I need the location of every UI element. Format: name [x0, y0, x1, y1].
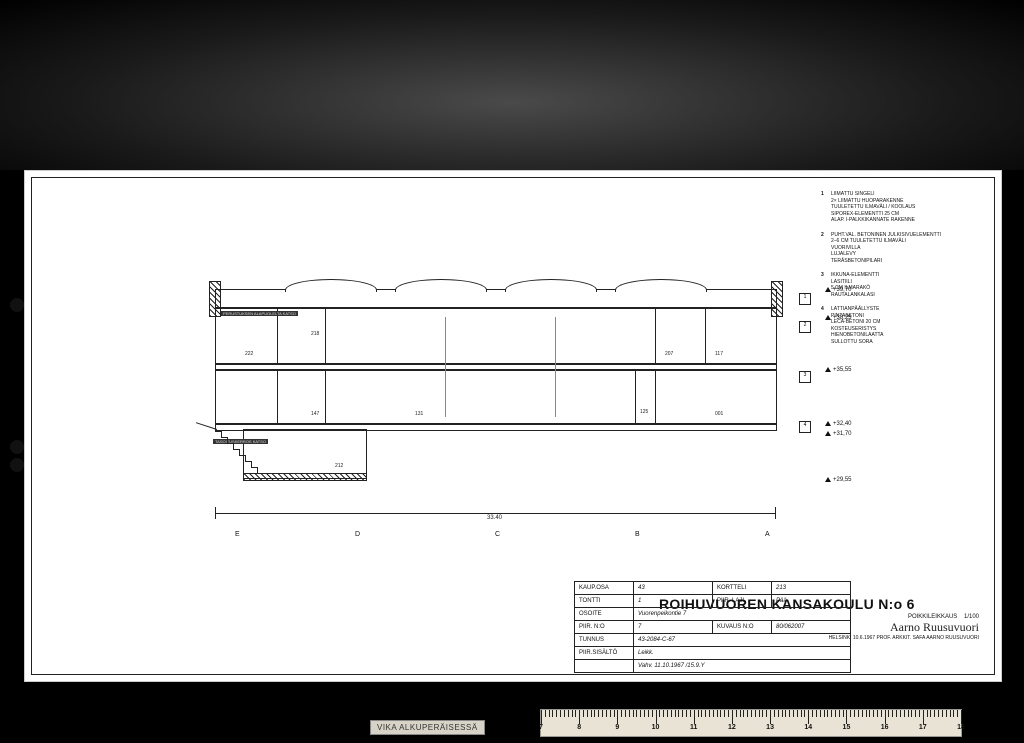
note-callout: 2 — [799, 321, 811, 333]
roof-skylight — [615, 279, 707, 292]
section-drawing: PERUSTUKSEN ALAPUOLELTA KATSO 222 218 20… — [215, 281, 795, 501]
punch-hole — [10, 440, 24, 454]
dimension-line — [215, 513, 775, 514]
ruler-number: 15 — [843, 724, 851, 731]
legend-item: 1LIIMATTU SINGELI 2× LIIMATTU HUOPARAKEN… — [821, 191, 981, 224]
ruler-number: 7 — [539, 724, 543, 731]
stairs — [215, 431, 275, 477]
ruler-number: 16 — [881, 724, 889, 731]
room-number: 117 — [715, 351, 723, 357]
table-row: Vahv. 11.10.1967 /15.9.Y — [575, 660, 851, 673]
legend-item: 2PUHT.VAL. BETONINEN JULKISIVUELEMENTTI … — [821, 232, 981, 265]
roof-skylight — [505, 279, 597, 292]
scanner-dark-area — [0, 0, 1024, 170]
grid-letter: D — [355, 531, 360, 538]
partition — [277, 369, 278, 423]
elevation-mark: +39,70 — [825, 287, 852, 293]
elevation-mark: +38,25 — [825, 315, 852, 321]
note-label: PERUSTUKSEN ALAPUOLELTA KATSO — [221, 311, 298, 316]
elevation-mark: +29,55 — [825, 477, 852, 483]
partition — [325, 307, 326, 363]
roof-slab — [215, 289, 777, 309]
room-number: 147 — [311, 411, 319, 417]
room-number: 207 — [665, 351, 673, 357]
info-table: KAUP.OSA 43 KORTTELI 213 TONTTI 1 PIIR. … — [574, 581, 851, 673]
grid-letter: B — [635, 531, 640, 538]
legend-item: 3IKKUNA-ELEMENTTI LASITIILI 5 CM ILMARAK… — [821, 272, 981, 298]
table-row: KAUP.OSA 43 KORTTELI 213 — [575, 582, 851, 595]
drawing-sheet: 1LIIMATTU SINGELI 2× LIIMATTU HUOPARAKEN… — [24, 170, 1002, 682]
partition — [635, 369, 636, 423]
dim-tick — [215, 507, 216, 519]
partition — [705, 307, 706, 363]
elevation-mark: +32,40 — [825, 421, 852, 427]
note-callout: 3 — [799, 371, 811, 383]
room-number: 001 — [715, 411, 723, 417]
note-callout: 4 — [799, 421, 811, 433]
table-row: PIIR. N:o 7 KUVAUS N:o 80/062007 — [575, 621, 851, 634]
partition — [655, 307, 656, 363]
partition — [325, 369, 326, 423]
partition — [655, 369, 656, 423]
dimension-value: 33.40 — [487, 515, 502, 521]
dim-tick — [775, 507, 776, 519]
lower-floor — [215, 369, 777, 425]
room-number: 218 — [311, 331, 319, 337]
room-number: 212 — [335, 463, 343, 469]
grid-letter: E — [235, 531, 240, 538]
ruler-number: 11 — [690, 724, 697, 731]
table-row: TONTTI 1 PIIR. LAJI Pää — [575, 595, 851, 608]
scale-ruler: 7 8 9 10 11 12 13 14 15 16 17 18 — [540, 709, 962, 737]
table-row: TUNNUS 43-2084-C-67 — [575, 634, 851, 647]
legend: 1LIIMATTU SINGELI 2× LIIMATTU HUOPARAKEN… — [821, 191, 981, 353]
legend-item: 4LATTIANPÄÄLLYSTE PINTABETONI LECA-BETON… — [821, 306, 981, 345]
punch-hole — [10, 458, 24, 472]
ruler-number: 12 — [728, 724, 736, 731]
room-number: 131 — [415, 411, 423, 417]
elevation-mark: +31,70 — [825, 431, 852, 437]
grid-letter: A — [765, 531, 770, 538]
room-number: 222 — [245, 351, 253, 357]
table-row: PIIR.SISÄLTÖ Leikk. — [575, 647, 851, 660]
upper-floor — [215, 307, 777, 365]
roof-skylight — [395, 279, 487, 292]
partition-light — [445, 317, 446, 417]
punch-hole — [10, 298, 24, 312]
grid-letter: C — [495, 531, 500, 538]
partition-light — [555, 317, 556, 417]
ruler-number: 17 — [919, 724, 927, 731]
archive-stamp: VIKA ALKUPERÄISESSÄ — [370, 720, 485, 735]
roof-skylight — [285, 279, 377, 292]
ruler-number: 18 — [957, 724, 965, 731]
table-row: OSOITE Vuorenpeikontie 7 — [575, 608, 851, 621]
elevation-mark: +35,55 — [825, 367, 852, 373]
ruler-number: 13 — [766, 724, 774, 731]
ruler-number: 14 — [804, 724, 812, 731]
room-number: 125 — [640, 409, 648, 415]
note-callout: 1 — [799, 293, 811, 305]
ruler-number: 8 — [577, 724, 581, 731]
ruler-number: 9 — [615, 724, 619, 731]
ruler-number: 10 — [652, 724, 660, 731]
